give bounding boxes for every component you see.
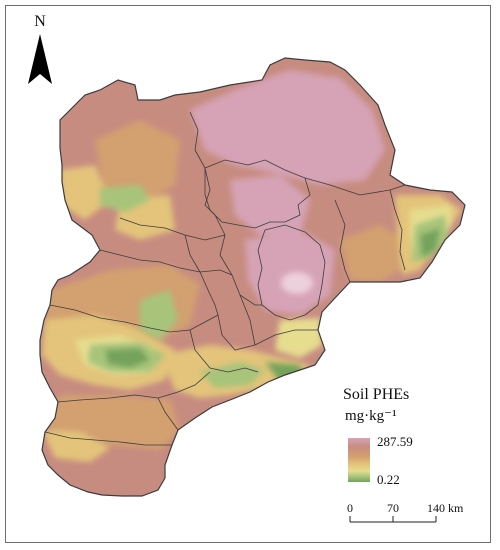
scale-bar-label-0: 0 xyxy=(347,501,353,515)
county-boundary xyxy=(189,329,259,373)
city-boundary-beijing xyxy=(204,159,311,229)
zone-very-high xyxy=(190,70,385,185)
county-boundary xyxy=(389,189,406,271)
legend-min-label: 0.22 xyxy=(377,472,400,487)
county-boundary xyxy=(239,294,256,346)
scale-bar-unit: km xyxy=(448,501,464,515)
zone-mid-low xyxy=(275,318,322,358)
county-boundary xyxy=(334,199,351,283)
zone-very-low xyxy=(105,348,150,368)
hotspot xyxy=(281,272,313,294)
north-arrow-left-half xyxy=(28,34,40,84)
county-boundary xyxy=(157,397,179,431)
scale-bar-label-140: 140 xyxy=(427,501,445,515)
zone-mid-high xyxy=(340,225,405,282)
scale-bar: 0 70 140 km xyxy=(347,501,464,523)
legend-color-ramp xyxy=(348,438,370,482)
county-boundary xyxy=(304,177,406,196)
north-arrow-icon: N xyxy=(28,13,52,84)
county-boundary xyxy=(199,271,318,351)
administrative-boundaries xyxy=(39,57,466,497)
county-boundary xyxy=(119,217,226,241)
zone-mid xyxy=(42,430,110,462)
county-boundary xyxy=(44,431,172,446)
legend-unit: mg·kg⁻¹ xyxy=(345,408,397,424)
north-label: N xyxy=(34,13,46,30)
city-boundary-tianjin xyxy=(257,224,326,321)
county-boundary xyxy=(57,371,211,403)
scale-bar-label-70: 70 xyxy=(387,501,399,515)
legend: Soil PHEs mg·kg⁻¹ 287.59 0.22 xyxy=(343,386,413,487)
zone-mid xyxy=(60,165,110,220)
zone-mid-high xyxy=(95,120,180,205)
county-boundary xyxy=(99,249,233,276)
zone-very-low xyxy=(420,228,440,258)
county-boundary xyxy=(184,234,201,273)
zone-very-high xyxy=(245,230,335,315)
map-frame xyxy=(5,5,491,543)
north-arrow-right-half xyxy=(40,34,52,84)
zone-low xyxy=(200,362,265,388)
zone-low xyxy=(100,185,150,212)
legend-title: Soil PHEs xyxy=(343,386,409,403)
region-outline xyxy=(39,57,466,497)
county-boundary xyxy=(49,304,219,333)
legend-max-label: 287.59 xyxy=(377,434,413,449)
